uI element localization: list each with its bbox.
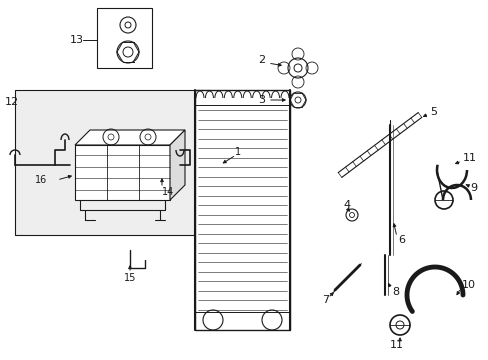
Text: 6: 6 <box>397 235 404 245</box>
Bar <box>15 90 209 235</box>
Text: 4: 4 <box>342 200 349 210</box>
Text: 10: 10 <box>461 280 475 290</box>
Text: 1: 1 <box>235 147 241 157</box>
Polygon shape <box>75 130 184 145</box>
Text: 5: 5 <box>429 107 436 117</box>
Text: 7: 7 <box>321 295 328 305</box>
Text: 11: 11 <box>389 340 403 350</box>
Text: 9: 9 <box>469 183 476 193</box>
Polygon shape <box>170 130 184 200</box>
Text: 11: 11 <box>462 153 476 163</box>
Text: 16: 16 <box>35 175 47 185</box>
Bar <box>195 90 289 330</box>
Bar <box>97 8 152 68</box>
Text: 8: 8 <box>391 287 398 297</box>
Text: 14: 14 <box>162 187 174 197</box>
Bar <box>75 145 170 200</box>
Text: 13: 13 <box>70 35 84 45</box>
Text: 15: 15 <box>123 273 136 283</box>
Text: 2: 2 <box>258 55 264 65</box>
Text: 3: 3 <box>258 95 264 105</box>
Text: 12: 12 <box>5 97 19 107</box>
